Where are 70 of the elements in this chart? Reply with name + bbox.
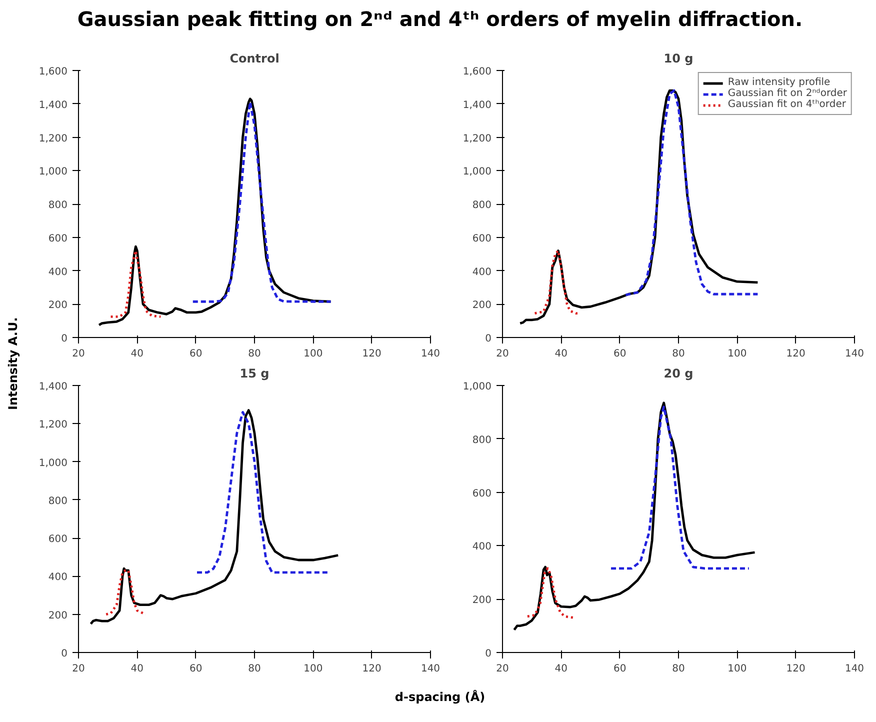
- y-tick-label: 1,400: [38, 382, 68, 392]
- chart-title: 10 g: [664, 52, 694, 66]
- text: d-spacing (Å): [394, 689, 486, 706]
- x-tick-label: 80: [672, 664, 685, 674]
- y-tick-label: 1,200: [38, 133, 68, 144]
- y-tick-label: 600: [472, 488, 492, 500]
- y-tick-label: 400: [48, 572, 68, 584]
- x-tick-label: 120: [362, 664, 382, 674]
- y-tick-label: 600: [472, 233, 492, 244]
- x-tick-label: 20: [72, 664, 85, 674]
- y-tick-label: 800: [48, 496, 68, 507]
- y-tick-label: 0: [61, 648, 68, 660]
- y-tick-label: 600: [48, 233, 68, 244]
- x-tick-label: 60: [613, 348, 626, 360]
- y-tick-label: 800: [472, 434, 492, 446]
- y-tick-label: 0: [485, 648, 492, 660]
- chart-title: 15 g: [240, 366, 270, 380]
- x-tick-label: 120: [786, 664, 806, 674]
- x-tick-label: 60: [189, 348, 202, 360]
- y-tick-label: 1,400: [462, 100, 492, 111]
- legend-label: Raw intensity profile: [728, 77, 830, 88]
- x-tick-label: 140: [420, 664, 440, 674]
- y-tick-label: 400: [472, 266, 492, 278]
- x-tick-label: 60: [189, 664, 202, 674]
- x-tick-label: 100: [728, 664, 747, 674]
- y-tick-label: 0: [485, 334, 492, 344]
- x-tick-label: 60: [613, 664, 626, 674]
- y-tick-label: 200: [472, 300, 492, 312]
- chart-title: 20 g: [664, 366, 694, 380]
- x-tick-label: 100: [304, 348, 323, 360]
- y-tick-label: 0: [61, 334, 68, 344]
- y-tick-label: 1,400: [38, 100, 68, 111]
- x-tick-label: 40: [130, 348, 144, 360]
- y-tick-label: 1,000: [462, 166, 492, 178]
- legend-label: Gaussian fit on 2ⁿᵈorder: [728, 88, 847, 99]
- y-tick-label: 800: [48, 200, 68, 211]
- x-tick-label: 140: [420, 348, 440, 360]
- x-tick-label: 100: [728, 348, 747, 360]
- y-tick-label: 400: [48, 266, 68, 278]
- y-tick-label: 200: [472, 595, 492, 606]
- legend-label: Gaussian fit on 4ᵗʰorder: [728, 99, 846, 110]
- x-tick-label: 20: [72, 348, 85, 360]
- y-tick-label: 1,200: [38, 420, 68, 431]
- x-tick-label: 100: [304, 664, 323, 674]
- y-tick-label: 200: [48, 300, 68, 312]
- x-tick-label: 40: [554, 348, 568, 360]
- y-tick-label: 400: [472, 542, 492, 553]
- x-tick-label: 120: [362, 348, 382, 360]
- text: Gaussian peak fitting on 2ⁿᵈ and 4ᵗʰ orders of myelin diffraction.: [77, 6, 803, 33]
- y-tick-label: 1,200: [462, 133, 492, 144]
- x-tick-label: 80: [248, 664, 261, 674]
- x-tick-label: 80: [672, 348, 685, 360]
- x-tick-label: 140: [844, 664, 864, 674]
- text: Intensity A.U.: [5, 318, 21, 410]
- y-tick-label: 1,600: [462, 66, 492, 78]
- y-tick-label: 200: [48, 610, 68, 622]
- x-tick-label: 20: [496, 348, 509, 360]
- y-tick-label: 1,000: [462, 382, 492, 392]
- y-tick-label: 600: [48, 534, 68, 546]
- y-tick-label: 1,000: [38, 458, 68, 469]
- y-tick-label: 1,600: [38, 66, 68, 78]
- x-tick-label: 120: [786, 348, 806, 360]
- chart-title: Control: [230, 52, 280, 66]
- x-tick-label: 80: [248, 348, 261, 360]
- x-tick-label: 40: [130, 664, 144, 674]
- x-tick-label: 20: [496, 664, 509, 674]
- y-tick-label: 1,000: [38, 166, 68, 178]
- y-tick-label: 800: [472, 200, 492, 211]
- x-tick-label: 40: [554, 664, 568, 674]
- x-tick-label: 140: [844, 348, 864, 360]
